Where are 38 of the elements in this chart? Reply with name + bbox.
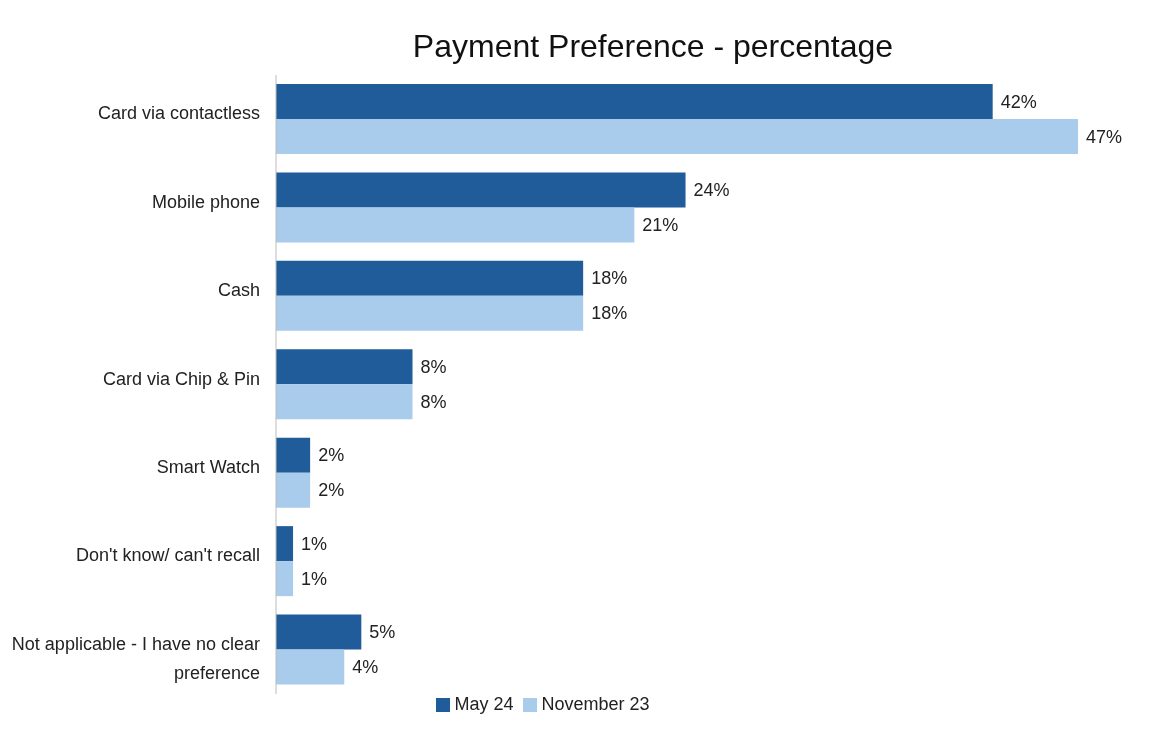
data-label: 1%: [301, 533, 328, 554]
y-tick-label: Card via contactless: [97, 103, 260, 124]
y-tick-label: Card via Chip & Pin: [102, 368, 260, 389]
data-label: 5%: [369, 622, 396, 643]
bar: [276, 295, 584, 331]
bar: [276, 614, 362, 650]
bar: [276, 649, 345, 685]
legend-label: May 24: [454, 694, 514, 714]
data-label: 18%: [591, 268, 628, 289]
bar: [276, 349, 413, 385]
bar: [276, 384, 413, 420]
y-tick-label: Smart Watch: [156, 456, 260, 477]
data-label: 2%: [318, 445, 345, 466]
bar: [276, 172, 686, 208]
y-tick-label: Cash: [217, 280, 260, 301]
bar: [276, 84, 993, 119]
data-label: 1%: [301, 568, 328, 589]
bar: [276, 526, 294, 562]
bar: [276, 260, 584, 296]
data-label: 42%: [1000, 91, 1037, 112]
data-label: 24%: [693, 179, 730, 200]
bar: [276, 119, 1078, 154]
chart-title: Payment Preference - percentage: [411, 27, 895, 65]
data-label: 2%: [318, 480, 345, 501]
data-label: 4%: [352, 657, 379, 678]
data-label: 8%: [420, 391, 447, 412]
y-tick-label: Not applicable - I have no clear preference: [11, 633, 260, 683]
bar: [276, 561, 294, 597]
y-tick-label: Don't know/ can't recall: [76, 545, 260, 566]
bar: [276, 207, 635, 243]
data-label: 21%: [642, 214, 679, 235]
bar: [276, 472, 311, 508]
data-label: 18%: [591, 303, 628, 324]
bar: [276, 437, 311, 473]
y-tick-label: Mobile phone: [151, 191, 260, 212]
data-label: 47%: [1086, 126, 1123, 147]
data-label: 8%: [420, 356, 447, 377]
legend-label: November 23: [541, 694, 650, 714]
